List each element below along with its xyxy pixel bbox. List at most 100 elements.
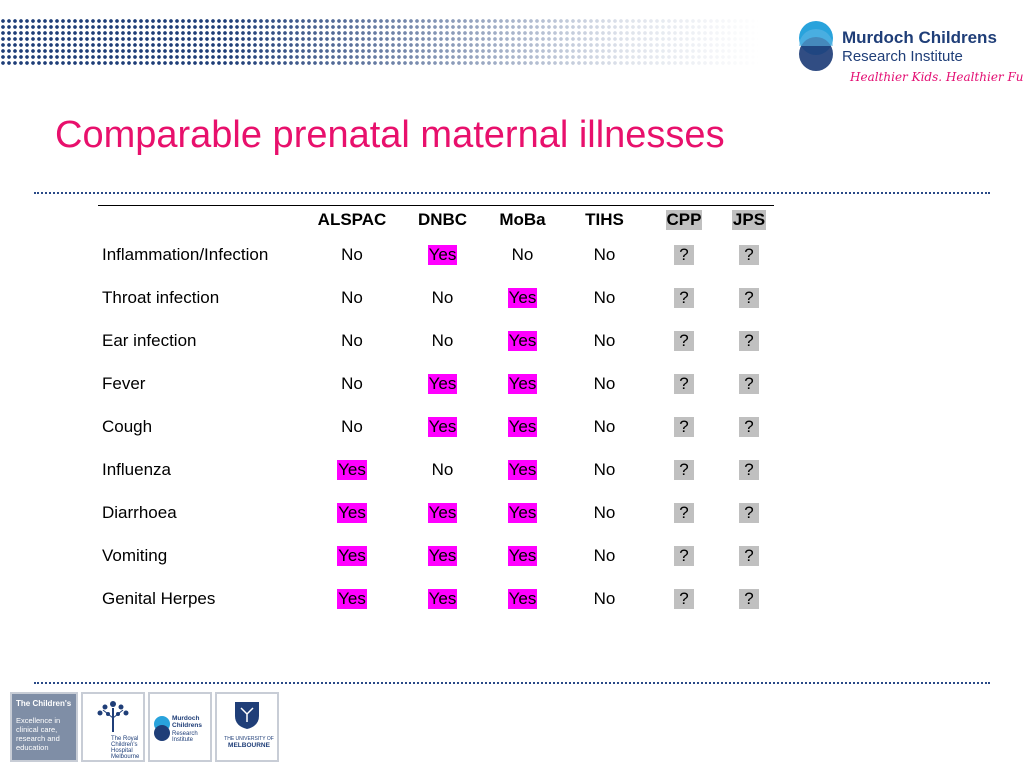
table-cell: Yes bbox=[494, 588, 551, 609]
mcri-small-circles bbox=[154, 716, 170, 741]
cell-value: No bbox=[341, 373, 363, 393]
illness-table: ALSPAC DNBC MoBa TIHS CPP JPS Inflammati… bbox=[98, 207, 788, 620]
table-cell: ? bbox=[658, 588, 710, 609]
cell-value: ? bbox=[739, 244, 759, 265]
cell-value: No bbox=[593, 545, 616, 565]
rch-logo: The Royal Children's Hospital Melbourne bbox=[81, 692, 145, 762]
cell-value: ? bbox=[739, 287, 759, 308]
cell-value: Yes bbox=[337, 588, 367, 609]
table-body: Inflammation/Infection No Yes No No?? Throat … bbox=[98, 233, 788, 620]
table-cell: No bbox=[391, 460, 494, 480]
table-cell: No bbox=[551, 503, 658, 523]
column-label: CPP bbox=[665, 210, 703, 230]
cell-value: ? bbox=[739, 330, 759, 351]
campus-text: Excellence in clinical care, research an… bbox=[16, 716, 61, 752]
table-cell: No bbox=[551, 288, 658, 308]
table-cell: Yes bbox=[313, 459, 391, 480]
table-cell: No bbox=[313, 417, 391, 437]
cell-value: ? bbox=[739, 459, 759, 480]
cell-value: ? bbox=[674, 502, 694, 523]
cell-value: ? bbox=[739, 373, 759, 394]
column-label: ALSPAC bbox=[317, 210, 387, 229]
column-label: TIHS bbox=[585, 210, 624, 229]
table-cell: Yes bbox=[494, 502, 551, 523]
slide-title: Comparable prenatal maternal illnesses bbox=[55, 114, 725, 156]
table-cell: No bbox=[313, 374, 391, 394]
table-cell: Yes bbox=[313, 588, 391, 609]
mcri-logo: Murdoch Childrens Research Institute Hea… bbox=[796, 18, 1024, 90]
table-cell: No bbox=[551, 460, 658, 480]
mcri-label-2: Childrens bbox=[172, 722, 202, 729]
cell-value: No bbox=[341, 287, 363, 307]
table-cell: No bbox=[551, 245, 658, 265]
cell-value: Yes bbox=[427, 588, 458, 609]
campus-panel: The Children's Excellence in clinical ca… bbox=[10, 692, 78, 762]
cell-value: ? bbox=[739, 416, 759, 437]
table-cell: Yes bbox=[391, 588, 494, 609]
table-cell: No bbox=[551, 417, 658, 437]
cell-value: No bbox=[431, 287, 454, 307]
cell-value: No bbox=[341, 416, 363, 436]
table-cell: Yes bbox=[494, 373, 551, 394]
column-label: JPS bbox=[731, 210, 767, 230]
table-cell: ? bbox=[710, 545, 788, 566]
table-cell: ? bbox=[710, 287, 788, 308]
table-cell: No bbox=[313, 288, 391, 308]
uom-label-2: MELBOURNE bbox=[228, 742, 270, 749]
cell-value: ? bbox=[674, 459, 694, 480]
footer-logos: The Children's Excellence in clinical ca… bbox=[10, 692, 279, 762]
table-cell: No bbox=[391, 288, 494, 308]
cell-value: Yes bbox=[337, 459, 367, 480]
table-cell: Yes bbox=[494, 545, 551, 566]
mcri-label-3: Research Institute bbox=[172, 731, 198, 743]
cell-value: Yes bbox=[507, 588, 538, 609]
table-cell: No bbox=[551, 374, 658, 394]
cell-value: Yes bbox=[507, 330, 538, 351]
table-cell: ? bbox=[658, 373, 710, 394]
table-cell: ? bbox=[710, 244, 788, 265]
row-label: Fever bbox=[102, 373, 146, 393]
table-cell: Yes bbox=[494, 459, 551, 480]
cell-value: Yes bbox=[507, 459, 538, 480]
row-label: Genital Herpes bbox=[102, 588, 216, 608]
row-label: Influenza bbox=[102, 459, 171, 479]
cell-value: Yes bbox=[427, 416, 458, 437]
cell-value: No bbox=[593, 330, 616, 350]
cell-value: No bbox=[593, 373, 616, 393]
table-row: Diarrhoea Yes Yes Yes No?? bbox=[98, 491, 788, 534]
table-cell: ? bbox=[710, 502, 788, 523]
cell-value: ? bbox=[674, 373, 694, 394]
rch-label: The Royal Children's Hospital Melbourne bbox=[111, 736, 140, 760]
crest-icon bbox=[235, 702, 259, 729]
cell-value: ? bbox=[739, 588, 759, 609]
cell-value: Yes bbox=[427, 545, 458, 566]
mcri-label-1: Murdoch bbox=[172, 715, 200, 722]
table-row: Cough No Yes Yes No?? bbox=[98, 405, 788, 448]
dotted-banner bbox=[0, 18, 760, 66]
cell-value: No bbox=[341, 244, 363, 264]
table-cell: No bbox=[551, 589, 658, 609]
table-cell: ? bbox=[710, 588, 788, 609]
cell-value: ? bbox=[674, 416, 694, 437]
table-cell: ? bbox=[658, 287, 710, 308]
table-cell: No bbox=[551, 331, 658, 351]
tree-icon bbox=[97, 701, 129, 732]
logo-name-line1: Murdoch Childrens bbox=[842, 28, 997, 47]
table-cell: ? bbox=[710, 330, 788, 351]
cell-value: Yes bbox=[337, 502, 367, 523]
header-alspac: ALSPAC bbox=[313, 210, 391, 230]
cell-value: No bbox=[431, 459, 454, 479]
table-row: Vomiting Yes Yes Yes No?? bbox=[98, 534, 788, 577]
cell-value: No bbox=[431, 330, 454, 350]
column-label: MoBa bbox=[499, 210, 546, 229]
cell-value: Yes bbox=[507, 416, 538, 437]
cell-value: No bbox=[593, 502, 616, 522]
table-cell: Yes bbox=[494, 416, 551, 437]
cell-value: Yes bbox=[507, 545, 538, 566]
table-cell: Yes bbox=[391, 502, 494, 523]
header-moba: MoBa bbox=[494, 210, 551, 230]
table-cell: Yes bbox=[313, 502, 391, 523]
table-cell: Yes bbox=[391, 373, 494, 394]
table-cell: No bbox=[551, 546, 658, 566]
cell-value: ? bbox=[674, 588, 694, 609]
